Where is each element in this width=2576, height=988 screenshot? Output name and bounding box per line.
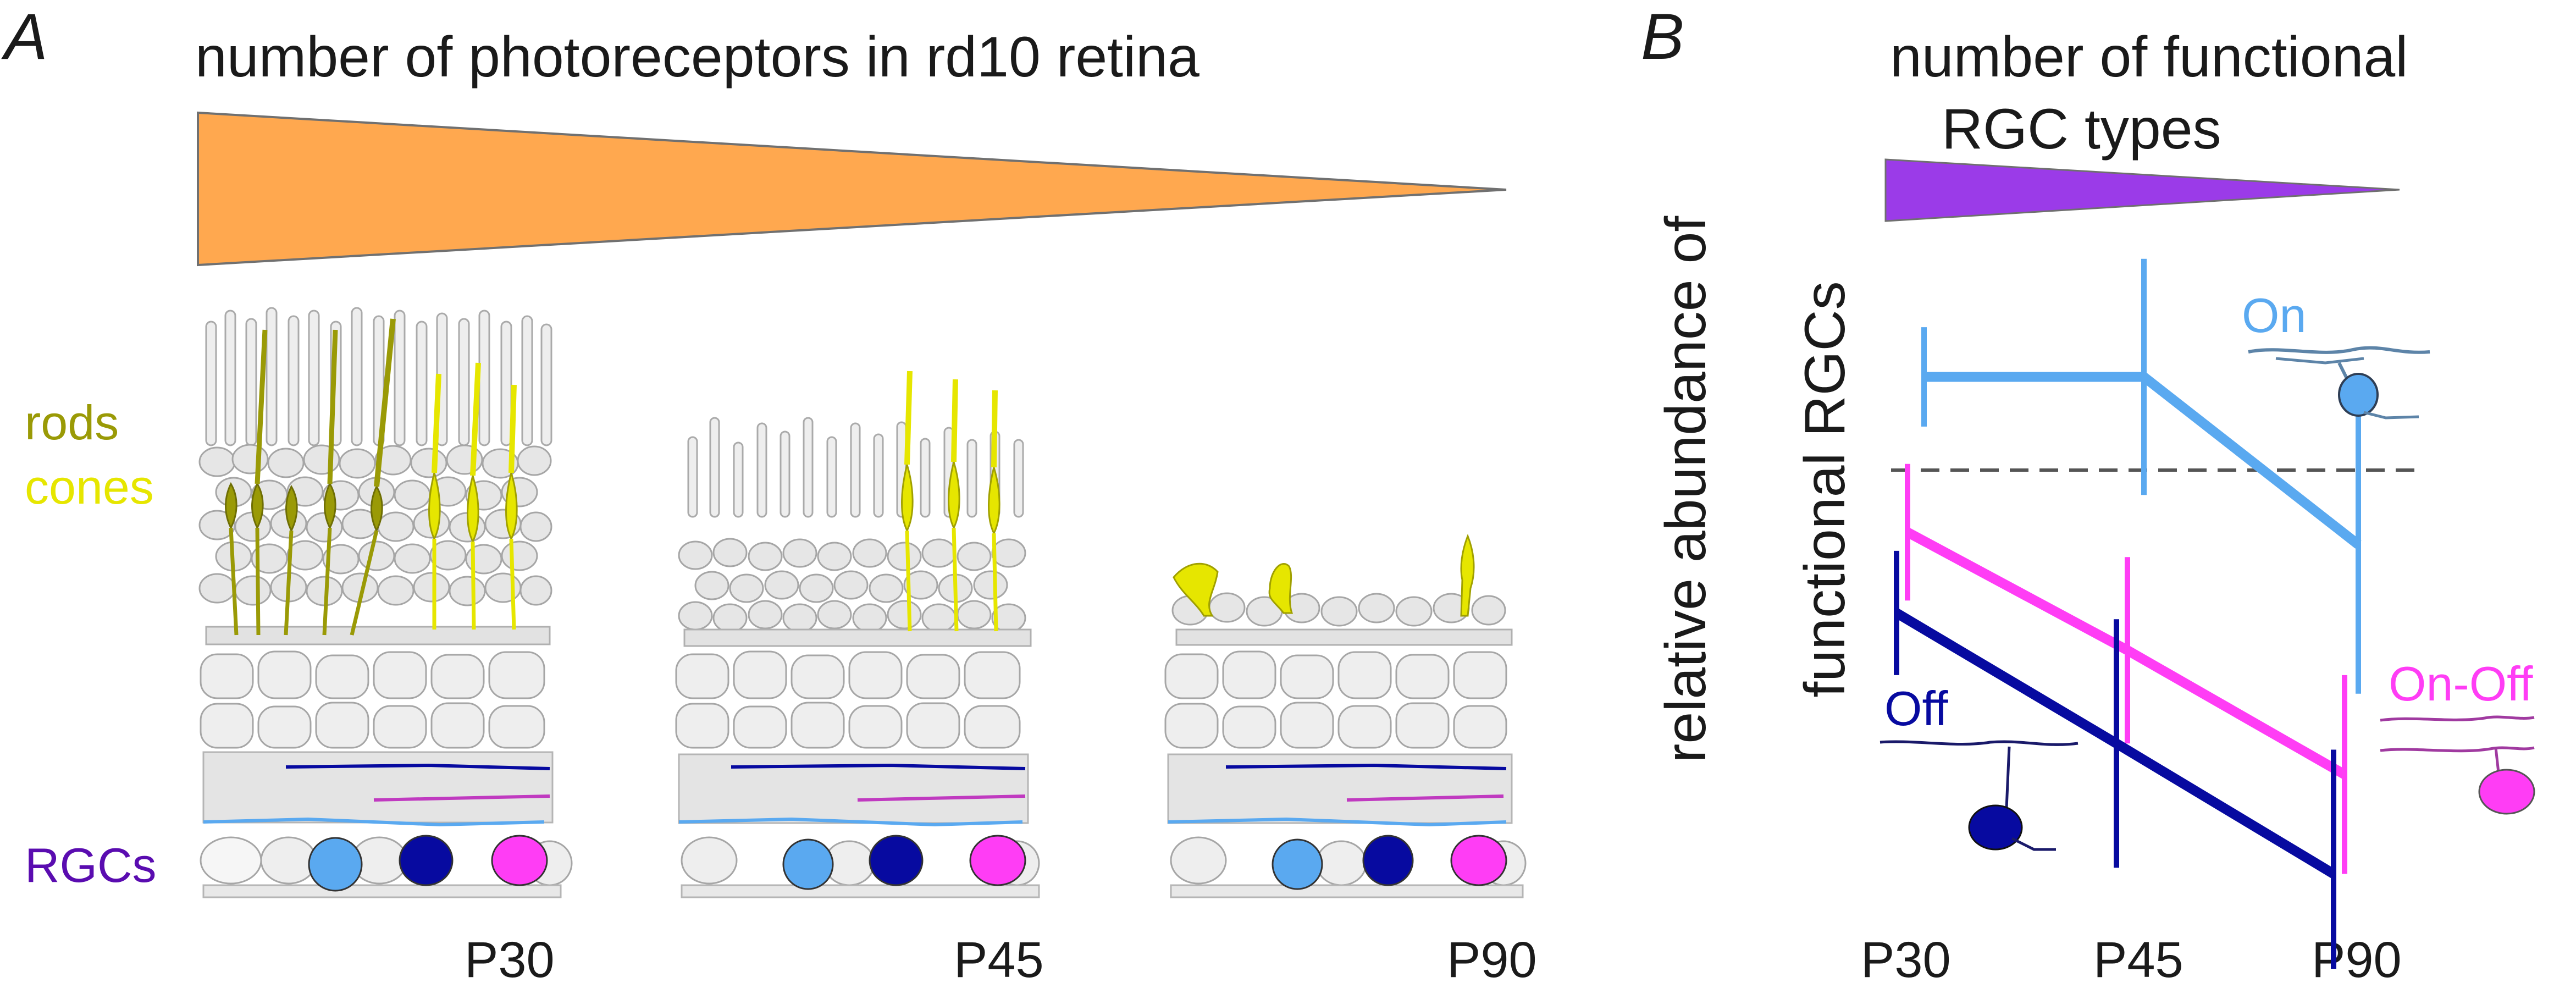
off-rgc-morphology-icon (1880, 740, 2079, 851)
inner-nuclear-layer-p45 (675, 650, 1021, 749)
outer-nuclear-layer-p90 (1171, 592, 1506, 627)
panel-b-title-line2: RGC types (1942, 97, 2221, 161)
retina-rgc-somas (308, 835, 1507, 892)
rgcs-label: RGCs (25, 838, 157, 892)
panel-a-letter: A (4, 1, 48, 73)
cone-photoreceptors (428, 362, 1475, 632)
photoreceptor-wedge (197, 111, 1507, 267)
outer-nuclear-layer-p45 (678, 538, 1026, 633)
rgc-abundance-chart (1894, 258, 2362, 969)
outer-segments-p45 (687, 417, 1024, 518)
ganglion-cell-layer-p30 (200, 836, 573, 886)
panel-b-letter: B (1641, 1, 1684, 73)
panel-a-title: number of photoreceptors in rd10 retina (195, 25, 1199, 89)
rods-label: rods (25, 395, 119, 450)
on-rgc-morphology-icon (2248, 346, 2430, 420)
inner-nuclear-layer-p30 (200, 650, 545, 749)
series-label-on-off: On-Off (2389, 656, 2533, 711)
cones-label: cones (25, 460, 154, 514)
series-label-on: On (2242, 288, 2307, 343)
rgc-types-wedge (1884, 158, 2400, 222)
panel-b-title-line1: number of functional (1890, 25, 2408, 89)
on-off-rgc-morphology-icon (2380, 715, 2535, 815)
series-label-off: Off (1884, 681, 1948, 736)
retina-rgc-networks (203, 763, 1507, 827)
inner-nuclear-layer-p90 (1164, 650, 1507, 749)
retina-section-p45 (675, 417, 1040, 898)
rod-photoreceptors (225, 318, 396, 636)
